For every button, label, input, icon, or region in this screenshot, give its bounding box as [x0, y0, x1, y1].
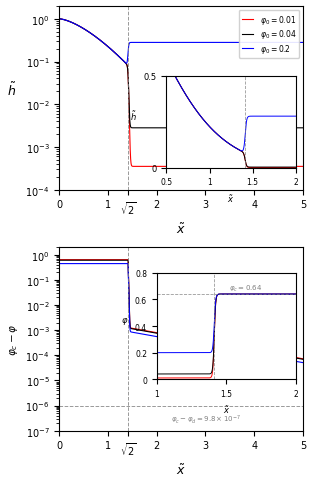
$\varphi_0 = 0.01$	[151, 164, 154, 170]
$\varphi_0 = 0.04$	[102, 41, 105, 46]
$\varphi_0 = 0.01$	[102, 41, 105, 46]
Line: $\varphi_0 = 0.01$: $\varphi_0 = 0.01$	[59, 20, 303, 167]
X-axis label: $\tilde{x}$: $\tilde{x}$	[176, 463, 186, 477]
$\varphi_0 = 0.04$	[258, 126, 262, 132]
$\varphi_0 = 0.01$	[301, 164, 305, 170]
Y-axis label: $\varphi_c - \varphi$: $\varphi_c - \varphi$	[8, 323, 20, 355]
$\varphi_0 = 0.04$	[141, 126, 145, 132]
$\varphi_0 = 0.2$	[216, 41, 220, 46]
$\varphi_0 = 0.01$	[57, 17, 61, 23]
$\varphi_0 = 0.2$	[258, 41, 262, 46]
$\varphi_0 = 0.2$	[203, 41, 207, 46]
Legend: $\varphi_0 = 0.01$, $\varphi_0 = 0.04$, $\varphi_0 = 0.2$: $\varphi_0 = 0.01$, $\varphi_0 = 0.04$, …	[239, 11, 299, 59]
$\varphi_0 = 0.04$	[57, 17, 61, 23]
$\varphi_0 = 0.01$	[203, 164, 207, 170]
$\varphi_0 = 0.01$	[141, 164, 145, 170]
$\varphi_0 = 0.2$	[301, 41, 305, 46]
$\varphi_0 = 0.2$	[102, 41, 105, 46]
Y-axis label: $\tilde{h}$: $\tilde{h}$	[7, 81, 16, 99]
$\varphi_0 = 0.2$	[151, 41, 154, 46]
X-axis label: $\tilde{x}$: $\tilde{x}$	[176, 222, 186, 237]
$\varphi_0 = 0.04$	[203, 126, 207, 132]
Line: $\varphi_0 = 0.04$: $\varphi_0 = 0.04$	[59, 20, 303, 129]
$\varphi_0 = 0.01$	[258, 164, 262, 170]
$\varphi_0 = 0.04$	[301, 126, 305, 132]
$\varphi_0 = 0.01$	[239, 164, 243, 170]
$\varphi_0 = 0.04$	[151, 126, 154, 132]
Line: $\varphi_0 = 0.2$: $\varphi_0 = 0.2$	[59, 20, 303, 64]
$\varphi_0 = 0.2$	[125, 61, 128, 67]
Text: $\varphi_c - \varphi_d = 9.8 \times 10^{-7}$: $\varphi_c - \varphi_d = 9.8 \times 10^{…	[171, 412, 241, 425]
$\varphi_0 = 0.04$	[239, 126, 243, 132]
$\varphi_0 = 0.01$	[216, 164, 220, 170]
$\varphi_0 = 0.04$	[216, 126, 220, 132]
$\varphi_0 = 0.2$	[57, 17, 61, 23]
$\varphi_0 = 0.2$	[239, 41, 243, 46]
